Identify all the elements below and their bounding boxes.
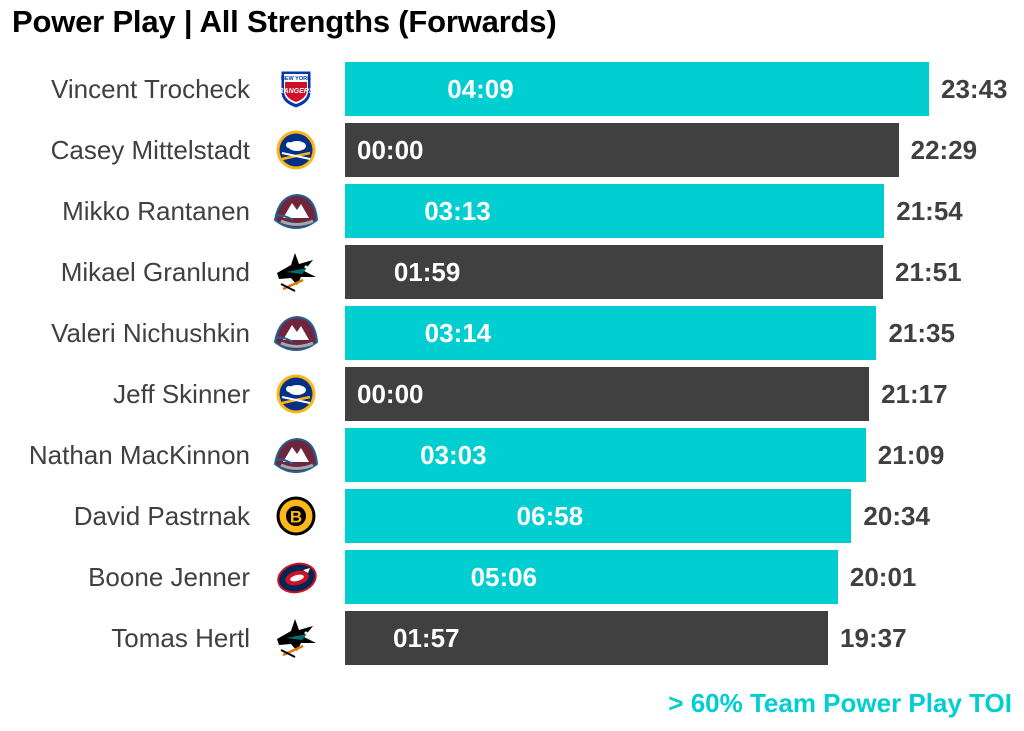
bar-row: Jeff Skinner 00:00 21:17 (0, 367, 1024, 421)
total-toi-label: 21:35 (888, 318, 955, 348)
power-play-toi-label: 05:06 (470, 562, 538, 592)
toi-bar: 03:03 (345, 428, 866, 482)
power-play-toi-label: 00:00 (357, 379, 424, 409)
player-name-label: Casey Mittelstadt (50, 135, 250, 165)
total-toi-label: 21:17 (881, 379, 948, 409)
total-toi-label: 21:51 (895, 257, 962, 287)
bar-row: Tomas Hertl 01:57 19:37 (0, 611, 1024, 665)
toi-bar: 05:06 (345, 550, 838, 604)
player-name-label: Mikko Rantanen (62, 196, 250, 226)
col-logo-icon (273, 434, 319, 476)
chart-title: Power Play | All Strengths (Forwards) (12, 4, 557, 39)
nyr-logo-icon: NEW YORK RANGERS (273, 68, 319, 110)
svg-text:RANGERS: RANGERS (278, 88, 313, 95)
toi-bar: 04:09 (345, 62, 929, 116)
sjs-logo-icon (273, 617, 319, 659)
col-logo-icon (273, 190, 319, 232)
bar-row: David Pastrnak B 06:58 20:34 (0, 489, 1024, 543)
power-play-toi-label: 00:00 (357, 135, 424, 165)
power-play-toi-label: 03:13 (424, 196, 491, 226)
power-play-toi-label: 03:03 (420, 440, 487, 470)
cbj-logo-icon (273, 556, 319, 598)
total-toi-label: 23:43 (941, 74, 1008, 104)
total-toi-label: 22:29 (910, 135, 978, 165)
bar-row: Mikael Granlund 01:59 21:51 (0, 245, 1024, 299)
toi-bar: 00:00 (345, 367, 870, 421)
toi-bar: 01:59 (345, 245, 884, 299)
legend-note: > 60% Team Power Play TOI (668, 688, 1012, 718)
col-logo-icon (273, 312, 319, 354)
bar-row: Nathan MacKinnon 03:03 21:09 (0, 428, 1024, 482)
toi-bar: 01:57 (345, 611, 829, 665)
player-name-label: David Pastrnak (73, 501, 250, 531)
power-play-toi-label: 01:59 (393, 257, 461, 287)
power-play-toi-label: 01:57 (393, 623, 460, 653)
toi-bar: 03:14 (345, 306, 877, 360)
player-name-label: Vincent Trocheck (51, 74, 250, 104)
player-name-label: Nathan MacKinnon (28, 440, 250, 470)
svg-text:B: B (290, 508, 302, 527)
player-name-label: Valeri Nichushkin (51, 318, 250, 348)
svg-text:NEW YORK: NEW YORK (281, 76, 311, 82)
bar-row: Valeri Nichushkin 03:14 21:35 (0, 306, 1024, 360)
player-name-label: Mikael Granlund (60, 257, 250, 287)
total-toi-label: 21:09 (877, 440, 945, 470)
total-toi-label: 19:37 (840, 623, 907, 653)
power-play-toi-label: 03:14 (424, 318, 492, 348)
total-toi-label: 20:01 (849, 562, 917, 592)
toi-bar: 00:00 (345, 123, 899, 177)
power-play-toi-label: 04:09 (447, 74, 514, 104)
total-toi-label: 21:54 (896, 196, 963, 226)
buf-logo-icon (273, 129, 319, 171)
player-name-label: Tomas Hertl (111, 623, 250, 653)
bar-row: Boone Jenner 05:06 20:01 (0, 550, 1024, 604)
buf-logo-icon (273, 373, 319, 415)
toi-bar: 03:13 (345, 184, 885, 238)
bar-row: Casey Mittelstadt 00:00 22:29 (0, 123, 1024, 177)
sjs-logo-icon (273, 251, 319, 293)
toi-bar: 06:58 (345, 489, 852, 543)
bar-row: Mikko Rantanen 03:13 21:54 (0, 184, 1024, 238)
player-name-label: Boone Jenner (88, 562, 250, 592)
power-play-toi-label: 06:58 (516, 501, 584, 531)
bos-logo-icon: B (273, 495, 319, 537)
bar-row: Vincent Trocheck NEW YORK RANGERS 04:09 23:4… (0, 62, 1024, 116)
total-toi-label: 20:34 (863, 501, 930, 531)
player-name-label: Jeff Skinner (113, 379, 250, 409)
